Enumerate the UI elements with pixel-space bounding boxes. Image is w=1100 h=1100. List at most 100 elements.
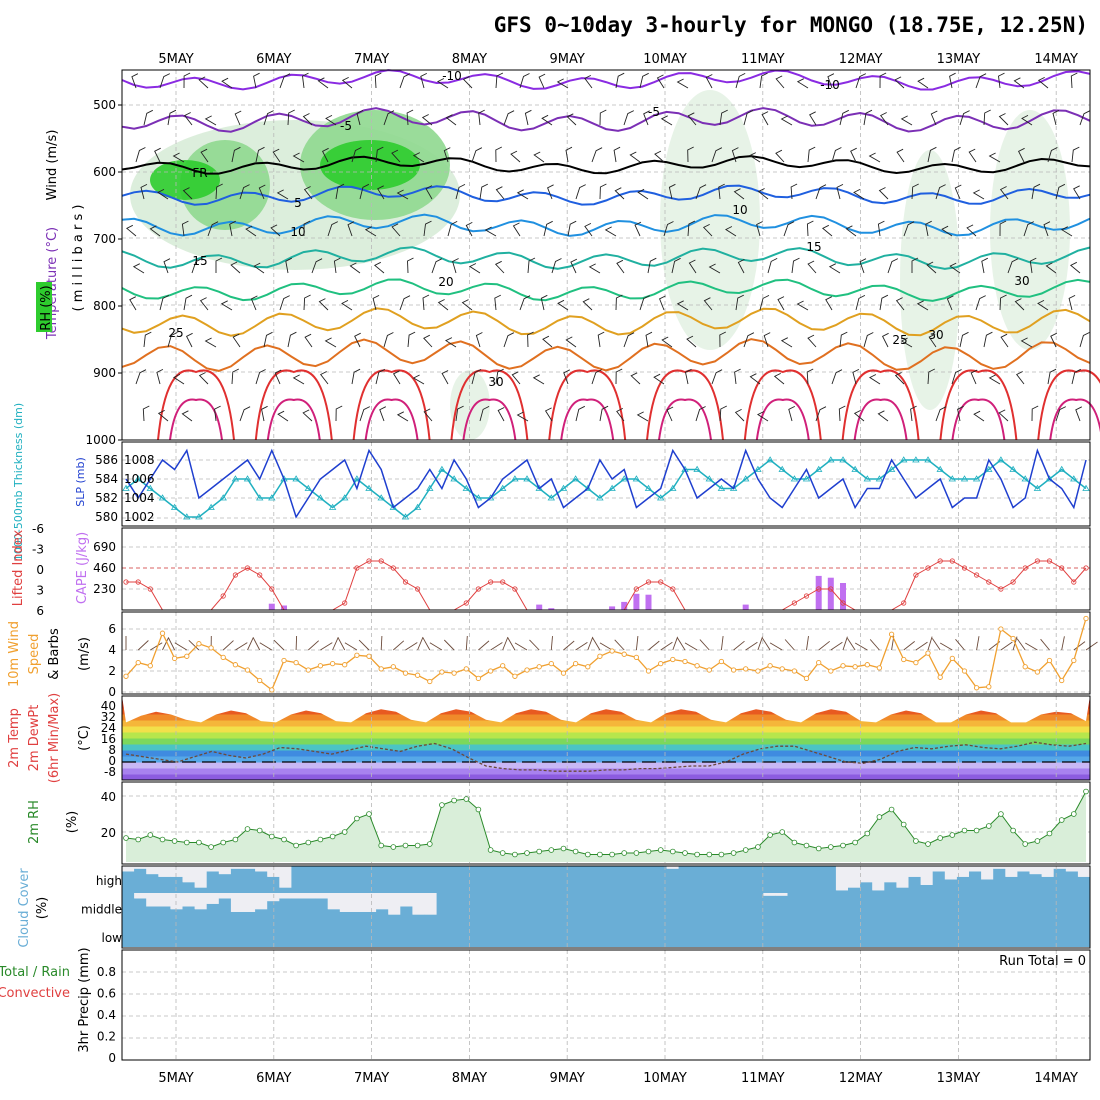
- cloud-clear-cell: [1017, 866, 1030, 872]
- cloud-cell: [835, 890, 849, 893]
- cloud-cell: [279, 920, 292, 947]
- lifted-index-point: [986, 579, 992, 585]
- wind-barb: [639, 72, 649, 89]
- wind-barb: [279, 295, 290, 311]
- wind10m-point: [706, 667, 712, 673]
- cloud-cell: [424, 914, 437, 920]
- rh2m-point: [244, 826, 251, 832]
- rh2m-point: [536, 848, 542, 855]
- thickness-point: [741, 475, 750, 482]
- wind-barb: [718, 183, 725, 200]
- wind-barb: [957, 405, 964, 422]
- cloud-cell: [666, 868, 679, 893]
- wind-barb: [465, 221, 473, 237]
- wind-barb: [494, 294, 502, 311]
- wind-barb: [614, 187, 625, 200]
- wind10m-barbs-label: & Barbs: [47, 628, 62, 680]
- wind10m-point: [208, 645, 214, 651]
- cloud-cell: [823, 866, 837, 893]
- wind-barb: [780, 337, 793, 348]
- lifted-index-point: [135, 579, 141, 585]
- wind-barb: [575, 184, 586, 200]
- temperature-band: [122, 732, 1090, 739]
- rh2m-point: [609, 851, 615, 858]
- cloud-cell: [944, 920, 958, 947]
- rh2m-point: [1083, 788, 1089, 795]
- tick-label: 0.6: [97, 987, 116, 1001]
- rh2m-point: [366, 811, 372, 817]
- wind10m-point: [949, 655, 955, 662]
- wind-barb: [478, 109, 485, 126]
- cloud-cell: [884, 893, 897, 920]
- cloud-cell: [485, 920, 498, 947]
- cloud-cell: [194, 887, 208, 893]
- cloud-cell: [835, 893, 849, 920]
- wind-barb: [615, 294, 623, 311]
- cloud-cell: [521, 920, 534, 947]
- cloud-cell: [618, 866, 631, 893]
- wind-barb: [383, 332, 394, 348]
- tick-label: 1004: [124, 491, 155, 505]
- thickness-point: [243, 475, 252, 482]
- cloud-cell: [606, 893, 619, 920]
- wind-barb: [839, 331, 848, 348]
- wind10m-point: [378, 666, 384, 672]
- wind-barb: [327, 221, 339, 237]
- date-label: 12MAY: [839, 52, 883, 67]
- rh2m-point: [1010, 827, 1016, 834]
- wind10m-barb: [830, 641, 843, 651]
- tick-label: 900: [93, 366, 116, 380]
- wind10m-barb: [563, 640, 575, 651]
- tick-label: 230: [93, 582, 116, 596]
- cloud-clear-cell: [860, 866, 873, 883]
- wind10m-barb: [699, 639, 710, 651]
- wind-barb: [511, 371, 521, 385]
- wind10m-point: [840, 663, 846, 669]
- cloud-cell: [908, 920, 921, 947]
- wind-barb: [1037, 76, 1049, 89]
- wind-barb: [796, 300, 809, 311]
- wind10m-point: [329, 660, 336, 667]
- isotherm-arch: [364, 398, 419, 441]
- temperature-band: [122, 738, 1090, 745]
- tick-label: high: [96, 874, 122, 888]
- rh-shading: [900, 150, 960, 410]
- wind10m-barb: [635, 636, 639, 651]
- wind10m-barb: [745, 641, 758, 651]
- wind10m-point: [500, 663, 506, 669]
- temp2m-labels: 2m Temp 2m DewPt (6hr Min/Max) (°C): [7, 693, 92, 783]
- convective-label: Convective: [0, 986, 70, 1001]
- rh2m-point: [184, 839, 190, 846]
- wind-barb: [887, 258, 899, 274]
- cloud-cell: [388, 920, 401, 947]
- cloud-cell: [678, 920, 692, 947]
- wind-barb: [356, 109, 364, 126]
- cloud-cell: [400, 906, 413, 920]
- isotherm-arch: [266, 398, 321, 441]
- contour-label: -5: [340, 119, 352, 133]
- wind-barb: [763, 332, 771, 348]
- wind10m-point: [366, 653, 372, 659]
- cloud-cell: [835, 920, 849, 947]
- wind-barb: [807, 260, 817, 274]
- tick-label: 0.8: [97, 965, 116, 979]
- rh2m-point: [961, 827, 968, 834]
- wind-barb: [1029, 257, 1037, 274]
- thickness-point: [790, 475, 799, 482]
- cloud-clear-cell: [993, 866, 1006, 869]
- cloud-cell: [1005, 920, 1018, 947]
- wind-barb: [181, 220, 189, 237]
- cloud-cell: [557, 893, 571, 920]
- thickness-point: [924, 456, 932, 463]
- wind10m-barb: [320, 642, 333, 651]
- wind-barb: [968, 148, 977, 163]
- cloud-cell: [194, 909, 208, 920]
- wind10m-barb: [847, 638, 856, 651]
- cloud-cell: [327, 909, 341, 920]
- cloud-cell: [860, 920, 873, 947]
- wind10m-barb: [188, 639, 200, 651]
- wind10m-point: [184, 653, 190, 659]
- wind10m-point: [342, 662, 348, 668]
- thickness-point: [134, 475, 142, 482]
